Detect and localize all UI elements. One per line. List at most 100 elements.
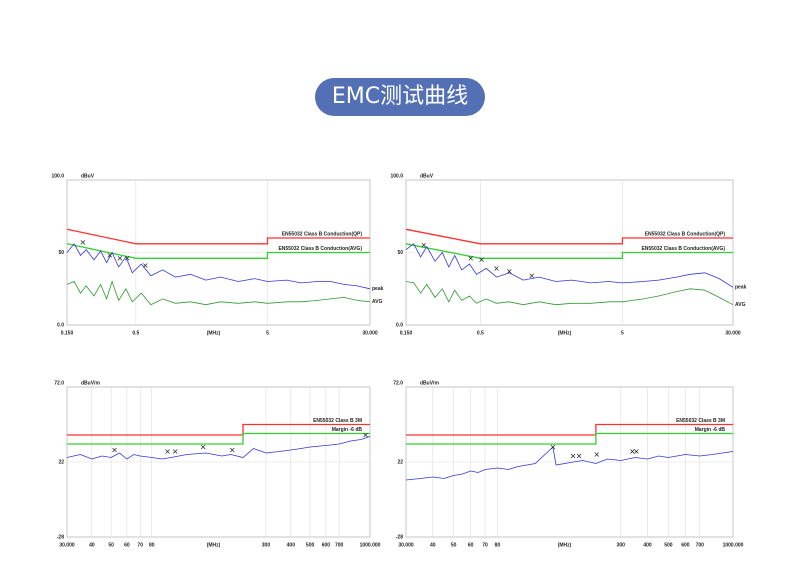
x-tick-label: 5: [266, 330, 269, 336]
x-axis-label: (MHz): [207, 330, 221, 336]
x-tick-label: 600: [322, 542, 331, 548]
x-tick-label: 500: [664, 542, 673, 548]
x-tick-label: 400: [643, 542, 652, 548]
limit-line: [406, 432, 733, 445]
y-tick-label: 100.0: [51, 173, 64, 179]
limit-label: Margin -6 dB: [695, 427, 726, 433]
y-tick-label: 0.0: [396, 322, 403, 328]
x-tick-label: 1000.000: [360, 542, 381, 548]
trace-label: AVG: [372, 299, 383, 305]
peak-marker: [630, 449, 635, 454]
peak-marker: [570, 453, 576, 459]
peak-marker: [468, 256, 473, 261]
x-tick-label: 0.150: [61, 330, 74, 336]
y-tick-label: 50: [58, 250, 64, 256]
x-tick-label: 30.000: [59, 542, 75, 548]
x-tick-label: 40: [89, 542, 95, 548]
peak-marker: [550, 444, 556, 450]
x-tick-label: 50: [451, 542, 457, 548]
peak-marker: [173, 449, 178, 454]
y-tick-label: 22: [58, 459, 64, 465]
trace-label: peak: [372, 286, 384, 292]
y-axis-label: dBuV: [420, 173, 434, 179]
x-tick-label: 500: [306, 542, 315, 548]
y-tick-label: 72.0: [393, 380, 403, 386]
limit-line: [405, 243, 733, 259]
limit-label: Margin -6 dB: [332, 427, 363, 433]
peak-marker: [112, 447, 117, 453]
x-tick-label: 60: [468, 542, 474, 548]
x-axis-label: (MHz): [558, 330, 572, 336]
x-tick-label: 30.000: [362, 330, 378, 336]
x-tick-label: 0.5: [477, 330, 484, 336]
peak-marker: [634, 449, 639, 454]
peak-marker: [421, 243, 427, 248]
limit-label: EN55032 Class B Conduction(AVG): [278, 246, 362, 252]
x-tick-label: 400: [287, 542, 296, 548]
limit-label: EN55032 Class B Conduction(QP): [282, 231, 363, 237]
y-tick-label: -28: [396, 534, 403, 540]
x-tick-label: 700: [696, 542, 705, 548]
x-tick-label: 80: [149, 542, 155, 548]
x-tick-label: 300: [262, 542, 271, 548]
peak-marker: [576, 453, 582, 459]
peak-marker: [594, 452, 600, 457]
page-title: EMC测试曲线: [315, 78, 485, 116]
trace-label: AVG: [735, 302, 746, 308]
x-tick-label: 5: [621, 330, 624, 336]
y-tick-label: 100.0: [390, 173, 403, 179]
x-tick-label: 300: [617, 542, 626, 548]
x-tick-label: 0.5: [132, 330, 139, 336]
trace-line: [405, 281, 734, 306]
trace-label: peak: [735, 285, 747, 291]
peak-marker: [229, 447, 235, 453]
peak-marker: [124, 256, 130, 261]
limit-line: [67, 423, 370, 436]
peak-marker: [165, 449, 170, 454]
x-axis-label: (MHz): [207, 542, 221, 548]
y-axis-label: dBuV/m: [81, 380, 100, 386]
peak-marker: [143, 263, 148, 268]
x-tick-label: 700: [335, 542, 344, 548]
peak-marker: [529, 273, 534, 278]
y-tick-label: 50: [397, 250, 403, 256]
peak-marker: [200, 444, 206, 450]
y-axis-label: dBuV/m: [420, 380, 439, 386]
limit-label: EN55032 Class B Conduction(QP): [645, 231, 726, 237]
x-tick-label: 70: [482, 542, 488, 548]
peak-marker: [363, 432, 368, 438]
limit-line: [67, 432, 370, 445]
x-tick-label: 60: [124, 542, 130, 548]
x-tick-label: 70: [137, 542, 143, 548]
peak-marker: [479, 257, 484, 262]
y-tick-label: -28: [57, 534, 64, 540]
x-tick-label: 50: [108, 542, 114, 548]
limit-line: [66, 228, 370, 245]
y-axis-label: dBuV: [81, 173, 95, 179]
limit-line: [406, 423, 733, 436]
trace-line: [66, 436, 371, 460]
peak-marker: [80, 240, 86, 245]
x-tick-label: 1000.000: [723, 542, 744, 548]
trace-line: [66, 280, 371, 306]
peak-marker: [107, 253, 113, 258]
x-tick-label: 40: [430, 542, 436, 548]
x-tick-label: 0.150: [400, 330, 413, 336]
limit-label: EN55032 Class B Conduction(AVG): [641, 246, 725, 252]
limit-line: [405, 228, 733, 245]
limit-label: EN55032 Class B 3M: [313, 418, 362, 424]
trace-line: [405, 243, 734, 288]
peak-marker: [117, 256, 123, 261]
x-tick-label: 30.000: [398, 542, 414, 548]
y-tick-label: 22: [397, 459, 403, 465]
trace-line: [405, 446, 734, 481]
limit-label: EN55032 Class B 3M: [676, 418, 725, 424]
x-tick-label: 80: [495, 542, 501, 548]
x-tick-label: 600: [681, 542, 690, 548]
y-tick-label: 0.0: [57, 322, 64, 328]
trace-line: [66, 243, 371, 290]
peak-marker: [507, 269, 512, 274]
peak-marker: [494, 266, 499, 271]
